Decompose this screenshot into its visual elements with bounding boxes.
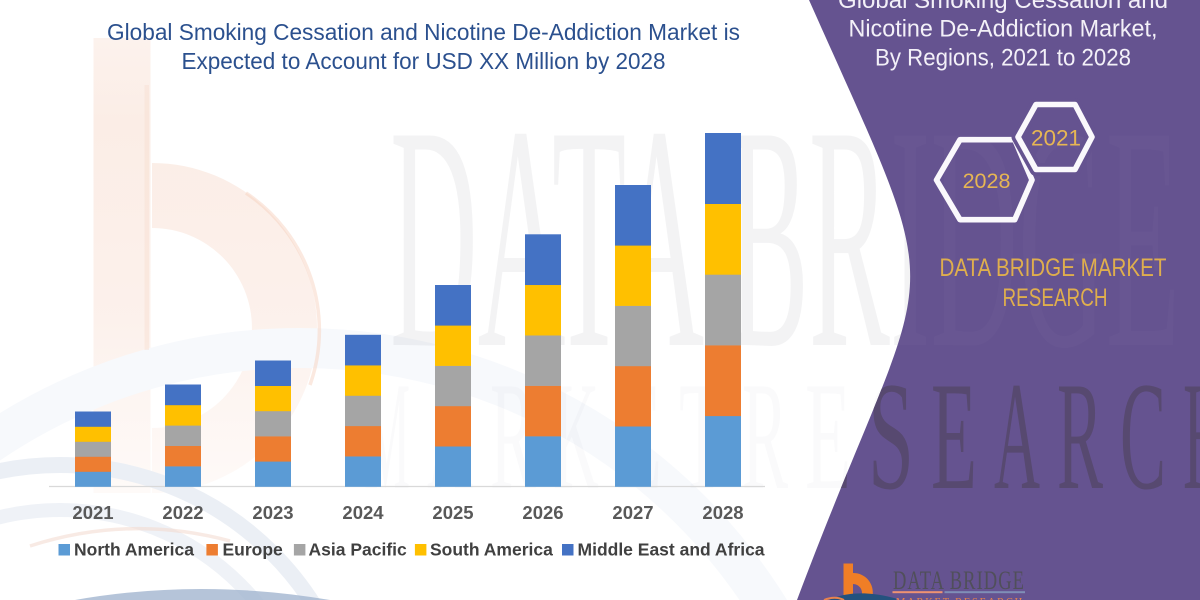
svg-text:MARKET RESEARCH: MARKET RESEARCH <box>896 595 1024 600</box>
svg-text:Nicotine De-Addiction Market,: Nicotine De-Addiction Market, <box>849 16 1158 43</box>
svg-text:2024: 2024 <box>342 502 384 523</box>
svg-text:2028: 2028 <box>702 502 743 523</box>
svg-text:Europe: Europe <box>223 540 284 560</box>
svg-text:E: E <box>931 350 977 522</box>
svg-text:2025: 2025 <box>432 502 473 523</box>
svg-text:H: H <box>1183 350 1200 522</box>
svg-text:Global Smoking Cessation and N: Global Smoking Cessation and Nicotine De… <box>107 19 740 45</box>
svg-text:A: A <box>994 350 1040 522</box>
svg-text:R: R <box>1057 350 1103 522</box>
svg-text:2021: 2021 <box>72 502 113 523</box>
svg-text:RESEARCH: RESEARCH <box>1003 284 1108 312</box>
svg-text:Expected to Account for USD XX: Expected to Account for USD XX Million b… <box>182 48 666 74</box>
svg-text:2022: 2022 <box>162 502 203 523</box>
svg-text:By Regions, 2021 to 2028: By Regions, 2021 to 2028 <box>875 45 1131 72</box>
svg-text:Asia Pacific: Asia Pacific <box>309 540 408 560</box>
svg-text:2021: 2021 <box>1031 126 1081 151</box>
svg-text:DATA BRIDGE: DATA BRIDGE <box>893 566 1025 595</box>
svg-text:South America: South America <box>430 540 553 560</box>
svg-text:DATA BRIDGE MARKET: DATA BRIDGE MARKET <box>940 254 1167 282</box>
svg-text:2023: 2023 <box>252 502 293 523</box>
svg-text:North America: North America <box>74 540 194 560</box>
svg-text:2028: 2028 <box>963 169 1011 193</box>
svg-text:2026: 2026 <box>522 502 563 523</box>
svg-text:Global Smoking Cessation and: Global Smoking Cessation and <box>838 0 1168 14</box>
svg-text:Middle East and Africa: Middle East and Africa <box>578 540 765 560</box>
svg-text:R: R <box>742 350 788 522</box>
svg-text:C: C <box>1120 350 1166 522</box>
svg-text:2027: 2027 <box>612 502 653 523</box>
